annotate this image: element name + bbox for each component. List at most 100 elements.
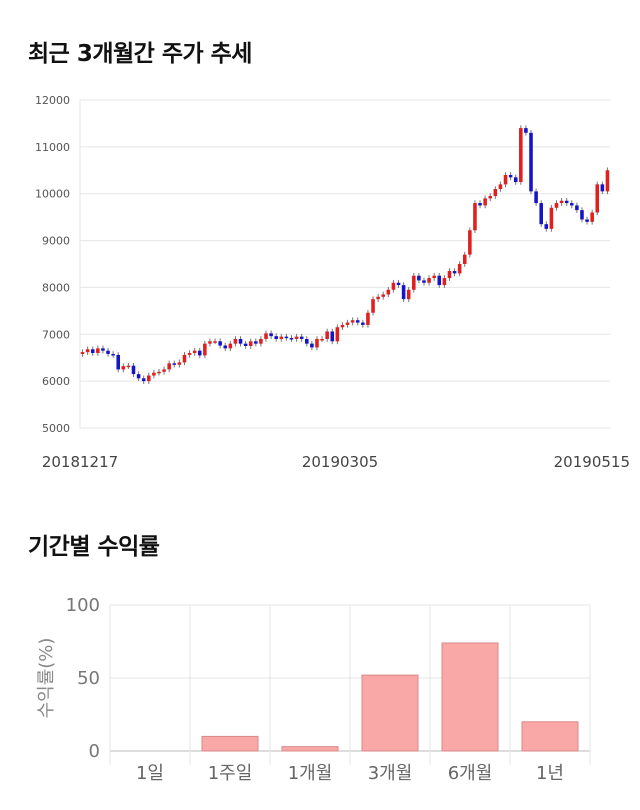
price-candle-body: [371, 299, 375, 313]
price-candle-body: [493, 189, 498, 197]
returns-x-tick-label: 1년: [536, 763, 564, 784]
price-candle-body: [478, 203, 482, 206]
price-candle-body: [187, 353, 192, 355]
price-candle-body: [503, 174, 508, 185]
returns-x-tick-label: 3개월: [368, 763, 413, 784]
price-candle-body: [254, 341, 258, 344]
price-candle-body: [452, 271, 457, 274]
price-candle-body: [259, 338, 263, 344]
returns-y-tick-label: 0: [89, 741, 100, 762]
price-candle-body: [483, 198, 487, 206]
price-candle-body: [299, 336, 304, 339]
price-candle-body: [289, 338, 294, 340]
returns-x-tick-label: 1주일: [208, 763, 253, 784]
price-candle-body: [340, 324, 345, 328]
price-candle-body: [473, 203, 477, 231]
returns-bar: [361, 674, 419, 752]
price-x-tick-label: 20190515: [554, 453, 630, 471]
price-candle-body: [279, 336, 284, 339]
price-candle-body: [350, 320, 355, 323]
price-candle-body: [147, 375, 151, 382]
price-candle-body: [508, 174, 513, 178]
price-y-tick-label: 6000: [42, 375, 70, 388]
returns-bar: [201, 735, 259, 752]
price-candle-body: [564, 200, 569, 204]
price-candle-body: [223, 345, 228, 349]
returns-x-tick-label: 6개월: [448, 763, 493, 784]
period-returns-title: 기간별 수익률: [28, 534, 160, 560]
price-candle-body: [111, 353, 115, 356]
price-candle-body: [172, 363, 177, 365]
price-candle-body: [101, 348, 105, 351]
price-candle-body: [569, 203, 574, 206]
returns-chart-gridlines: [109, 604, 591, 765]
price-candle-body: [213, 341, 217, 343]
price-candle-body: [85, 349, 90, 353]
price-candle-body: [462, 254, 467, 264]
price-candle-body: [457, 264, 462, 274]
price-candle-body: [442, 278, 447, 286]
price-candle-body: [182, 354, 187, 363]
price-candle-body: [248, 341, 253, 346]
price-candle-body: [361, 322, 365, 325]
returns-bar: [281, 746, 339, 752]
price-candle-body: [90, 349, 95, 354]
price-candle-body: [304, 338, 309, 344]
price-candle-body: [320, 338, 324, 341]
returns-x-tick-label: 1개월: [288, 763, 333, 784]
price-candle-body: [294, 336, 299, 339]
price-candle-body: [605, 170, 610, 192]
price-candle-body: [432, 275, 436, 279]
returns-bar: [441, 642, 499, 752]
price-candle-body: [264, 333, 268, 339]
price-candle-body: [468, 230, 472, 255]
price-candle-body: [131, 365, 136, 375]
price-candle-body: [396, 282, 401, 286]
price-candle-body: [330, 331, 335, 342]
price-candle-body: [427, 278, 431, 283]
price-candle-body: [315, 338, 319, 348]
price-candle-body: [197, 350, 202, 356]
price-candle-body: [141, 378, 146, 382]
price-candle-body: [447, 271, 452, 279]
price-candle-body: [549, 207, 554, 229]
price-candle-body: [575, 205, 579, 211]
price-candle-body: [274, 336, 278, 339]
price-candle-body: [126, 365, 131, 368]
price-y-tick-label: 7000: [42, 328, 70, 341]
price-candle-body: [228, 343, 233, 349]
price-candle-body: [106, 350, 110, 354]
price-candle-body: [162, 369, 166, 372]
price-candle-body: [600, 184, 605, 192]
price-candle-body: [80, 352, 85, 354]
price-candle-body: [345, 322, 350, 325]
price-chart-y-ticks: 5000 6000 7000 8000 9000 10000 11000 12000: [35, 94, 70, 435]
price-candle-body: [498, 184, 503, 190]
price-candle-body: [381, 294, 386, 297]
price-candle-body: [488, 196, 493, 199]
price-candle-body: [595, 184, 600, 213]
price-y-tick-label: 8000: [42, 281, 70, 294]
price-candle-body: [554, 203, 559, 208]
returns-chart-y-ticks: 0 50 100: [66, 595, 100, 762]
price-y-tick-label: 11000: [35, 141, 70, 154]
returns-y-tick-label: 100: [66, 595, 100, 616]
price-candle-body: [233, 338, 238, 344]
price-candle-body: [590, 212, 594, 222]
price-x-tick-label: 20190305: [302, 453, 378, 471]
price-y-tick-label: 12000: [35, 94, 70, 107]
price-candle-body: [310, 343, 314, 348]
price-candle-body: [524, 128, 528, 133]
price-y-tick-label: 5000: [42, 422, 70, 435]
price-candle-body: [243, 343, 248, 346]
price-candle-body: [177, 362, 182, 365]
price-candle-body: [585, 219, 589, 222]
returns-x-tick-label: 1일: [136, 763, 164, 784]
price-candle-body: [559, 200, 564, 204]
price-candle-body: [192, 350, 197, 354]
price-candle-body: [412, 275, 416, 290]
price-candle-body: [437, 275, 442, 286]
price-candle-body: [208, 341, 212, 344]
price-candle-body: [284, 336, 289, 339]
